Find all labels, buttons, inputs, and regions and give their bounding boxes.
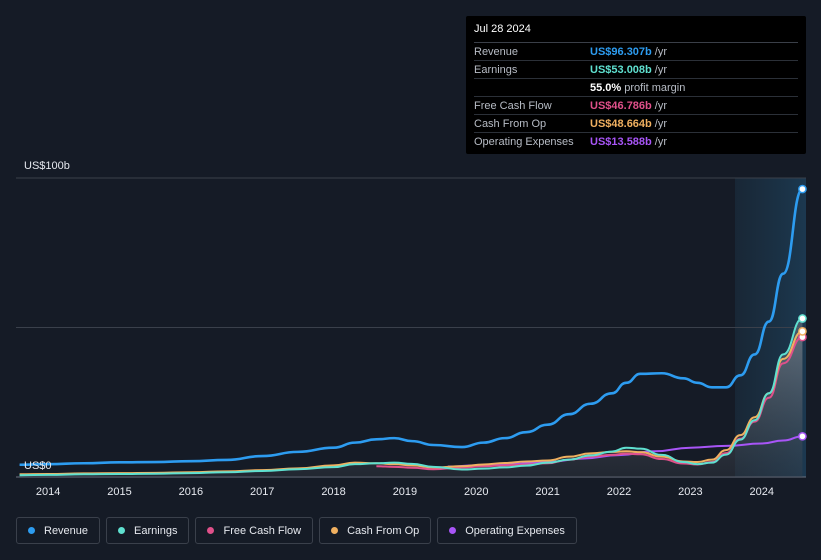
series-area-cash-from-op bbox=[19, 331, 803, 477]
legend-dot-icon bbox=[207, 527, 215, 534]
tooltip-row-value: US$53.008b bbox=[590, 63, 652, 76]
tooltip-row-unit: /yr bbox=[654, 63, 667, 76]
tooltip-row-label: Cash From Op bbox=[474, 117, 547, 130]
x-tick-label: 2021 bbox=[535, 486, 559, 498]
legend-dot-icon bbox=[118, 527, 126, 534]
tooltip-row-value: US$13.588b bbox=[590, 135, 652, 148]
tooltip-row: Operating Expenses US$13.588b/yr bbox=[474, 133, 798, 150]
series-area-earnings bbox=[19, 318, 803, 477]
legend-dot-icon bbox=[331, 527, 339, 534]
x-tick-label: 2019 bbox=[393, 486, 417, 498]
tooltip-row-label: Operating Expenses bbox=[474, 135, 574, 148]
tooltip-row-unit: /yr bbox=[654, 99, 667, 112]
legend-label: Cash From Op bbox=[347, 524, 420, 537]
legend-item-cash-from-op[interactable]: Cash From Op bbox=[319, 517, 432, 544]
tooltip-row-value: US$48.664b bbox=[590, 117, 652, 130]
tooltip-row-unit: profit margin bbox=[624, 81, 686, 94]
tooltip-row-value: US$46.786b bbox=[590, 99, 652, 112]
x-tick-label: 2022 bbox=[607, 486, 631, 498]
x-tick-label: 2016 bbox=[179, 486, 203, 498]
tooltip-row: Free Cash Flow US$46.786b/yr bbox=[474, 97, 798, 115]
y-axis-bottom-label: US$0 bbox=[24, 460, 52, 472]
series-endpoint-cash-from-op bbox=[798, 327, 807, 336]
legend-label: Revenue bbox=[44, 524, 89, 537]
legend-label: Free Cash Flow bbox=[223, 524, 302, 537]
legend-item-free-cash-flow[interactable]: Free Cash Flow bbox=[195, 517, 314, 544]
tooltip-row-label: Free Cash Flow bbox=[474, 99, 552, 112]
tooltip-date: Jul 28 2024 bbox=[474, 23, 798, 43]
tooltip-row-label: Revenue bbox=[474, 45, 519, 58]
series-endpoint-operating-expenses bbox=[798, 431, 807, 441]
y-axis-top-label: US$100b bbox=[24, 160, 70, 172]
x-tick-label: 2017 bbox=[250, 486, 274, 498]
tooltip-row: Cash From Op US$48.664b/yr bbox=[474, 115, 798, 133]
tooltip-row-value: US$96.307b bbox=[590, 45, 652, 58]
tooltip-row-unit: /yr bbox=[654, 135, 667, 148]
x-tick-label: 2015 bbox=[107, 486, 131, 498]
tooltip-row-unit: /yr bbox=[654, 117, 667, 130]
series-line-revenue bbox=[19, 187, 804, 467]
series-line-earnings bbox=[19, 317, 803, 477]
series-endpoint-earnings bbox=[798, 314, 807, 323]
x-tick-label: 2020 bbox=[464, 486, 488, 498]
tooltip-row-value: 55.0% bbox=[590, 81, 622, 94]
legend-dot-icon bbox=[449, 527, 457, 534]
x-tick-label: 2024 bbox=[750, 486, 774, 498]
chart-legend: Revenue Earnings Free Cash Flow Cash From O… bbox=[16, 517, 577, 544]
legend-label: Earnings bbox=[134, 524, 178, 537]
tooltip-row: Revenue US$96.307b/yr bbox=[474, 43, 798, 61]
series-endpoint-revenue bbox=[798, 184, 807, 194]
legend-label: Operating Expenses bbox=[465, 524, 565, 537]
chart-tooltip: Jul 28 2024 Revenue US$96.307b/yr Earnings… bbox=[466, 16, 806, 154]
tooltip-row-label: Earnings bbox=[474, 63, 518, 76]
legend-item-operating-expenses[interactable]: Operating Expenses bbox=[437, 517, 577, 544]
x-tick-label: 2023 bbox=[678, 486, 702, 498]
tooltip-row: 55.0% profit margin bbox=[474, 79, 798, 97]
tooltip-row-unit: /yr bbox=[654, 45, 667, 58]
series-line-cash-from-op bbox=[19, 330, 803, 476]
legend-item-revenue[interactable]: Revenue bbox=[16, 517, 101, 544]
x-tick-label: 2014 bbox=[36, 486, 60, 498]
x-tick-label: 2018 bbox=[321, 486, 345, 498]
tooltip-row: Earnings US$53.008b/yr bbox=[474, 61, 798, 79]
legend-item-earnings[interactable]: Earnings bbox=[106, 517, 190, 544]
legend-dot-icon bbox=[28, 527, 35, 534]
